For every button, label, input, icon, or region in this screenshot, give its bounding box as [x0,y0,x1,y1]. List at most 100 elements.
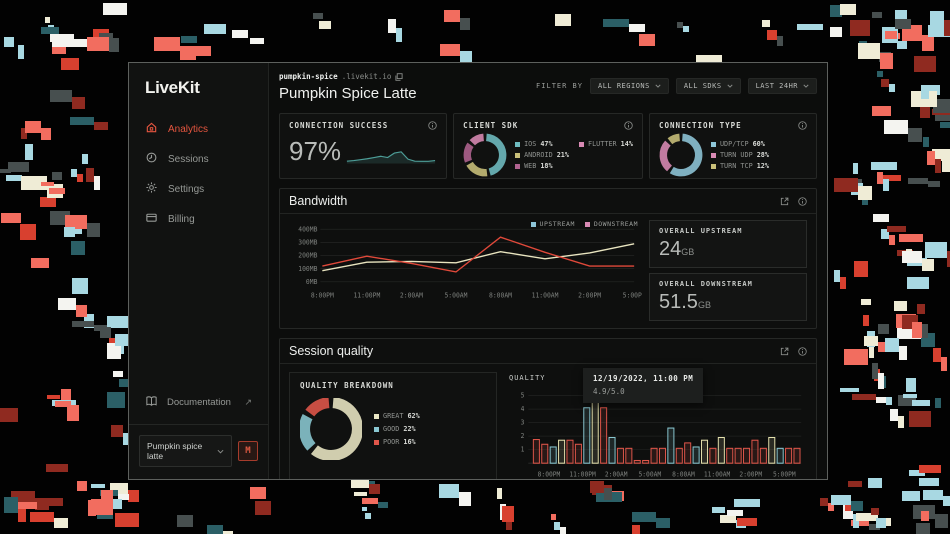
filter-sdks-dropdown[interactable]: ALL SDKS [675,78,741,94]
chevron-down-icon [217,446,224,456]
glitch-block [94,176,100,190]
glitch-block [912,400,930,406]
client-sdk-card: CLIENT SDK IOS 47% ANDROID 21% WEB 18% FLUT… [453,113,643,179]
glitch-block [111,425,123,437]
glitch-block [396,28,402,42]
glitch-block [91,484,106,489]
glitch-block [50,90,72,102]
chart-tooltip: 12/19/2022, 11:00 PM 4.9/5.0 [583,368,704,403]
glitch-block [712,507,725,513]
glitch-block [444,10,460,22]
glitch-block [868,478,882,488]
info-icon[interactable] [798,121,807,130]
glitch-block [177,515,193,527]
glitch-block [734,499,760,507]
sidebar-item-settings[interactable]: Settings [129,174,268,204]
info-icon[interactable] [798,196,807,206]
glitch-block [762,20,770,27]
glitch-block [923,137,930,147]
glitch-block [899,234,923,242]
info-icon[interactable] [624,121,633,130]
sidebar-item-billing[interactable]: Billing [129,204,268,234]
sidebar-bottom: Documentation ↗ Pumpkin spice latte M [129,387,268,479]
unit-label: GB [697,300,711,310]
glitch-block [154,37,180,51]
glitch-block [107,316,131,328]
glitch-block [797,24,823,30]
glitch-block [378,502,388,508]
expand-icon[interactable] [780,197,789,206]
glitch-block [113,371,123,377]
glitch-block [919,465,941,473]
glitch-block [840,4,856,16]
glitch-block [388,19,396,33]
svg-text:5: 5 [521,391,525,399]
filter-timerange-dropdown[interactable]: LAST 24HR [747,78,817,94]
glitch-block [944,20,950,36]
documentation-link[interactable]: Documentation ↗ [129,387,268,418]
user-avatar[interactable]: M [238,441,258,461]
glitch-block [928,181,940,187]
glitch-block [45,17,50,23]
glitch-block [933,348,941,362]
glitch-block [908,178,928,184]
svg-text:100MB: 100MB [298,265,317,273]
card-title: CONNECTION SUCCESS [289,121,389,130]
glitch-block [365,513,371,519]
glitch-block [440,44,460,56]
glitch-block [889,235,895,245]
glitch-block [921,85,929,99]
glitch-block [767,30,777,40]
glitch-block [4,37,14,47]
connection-success-sparkline[interactable] [345,139,437,167]
livekit-logo: LiveKit [145,78,200,97]
glitch-block [861,299,871,305]
info-icon[interactable] [798,346,807,356]
glitch-block [629,24,645,32]
svg-text:2:00AM: 2:00AM [400,291,423,299]
breadcrumb: pumpkin-spice .livekit.io [279,72,417,81]
sidebar-item-sessions[interactable]: Sessions [129,144,268,174]
bandwidth-line-chart[interactable]: 0MB 100MB 200MB 300MB 400MB 8:00PM 11:00PM 2:00… [289,223,642,307]
svg-text:5:00AM: 5:00AM [638,471,661,479]
glitch-block [947,251,950,267]
project-selector[interactable]: Pumpkin spice latte [139,435,232,467]
glitch-block [86,168,94,182]
glitch-block [720,515,736,523]
glitch-block [71,241,85,255]
sidebar-item-analytics[interactable]: Analytics [129,114,268,144]
glitch-block [935,514,949,528]
session-quality-chart-area: QUALITY 12/19/2022, 11:00 PM 4.9/5.0 1 2 3… [507,368,807,479]
quality-breakdown-legend: GREAT 62% GOOD 22% POOR 16% [374,410,420,449]
glitch-block [497,488,502,500]
glitch-block [899,346,908,360]
expand-icon[interactable] [780,347,789,356]
quality-breakdown-donut-chart[interactable] [300,398,362,460]
quality-breakdown-title: QUALITY BREAKDOWN [300,381,394,390]
glitch-block [94,122,109,130]
session-quality-bar-chart[interactable]: 1 2 3 4 5 8:00PM 11:00PM 2:00AM 5:00AM 8:00AM 11:0… [507,380,807,479]
glitch-block [502,506,514,522]
bandwidth-section: Bandwidth UPSTREAM DOWNSTR [279,188,817,329]
glitch-block [828,503,834,511]
glitch-block [362,507,367,512]
glitch-block [922,259,934,271]
client-sdk-donut-chart[interactable] [463,133,507,177]
glitch-block [848,481,862,487]
glitch-block [869,347,874,359]
glitch-block [30,512,54,522]
client-sdk-legend: IOS 47% ANDROID 21% WEB 18% FLUTTER 14% [515,139,633,172]
topbar: pumpkin-spice .livekit.io Pumpkin Spice L… [269,63,827,102]
legend-item: GOOD 22% [374,423,420,436]
filter-regions-dropdown[interactable]: ALL REGIONS [589,78,669,94]
glitch-block [858,186,873,200]
connection-type-donut-chart[interactable] [659,133,703,177]
info-icon[interactable] [428,121,437,130]
glitch-block [831,495,851,505]
copy-icon[interactable] [395,72,403,81]
glitch-block [460,51,472,63]
glitch-block [250,487,266,499]
glitch-block [890,409,898,421]
glitch-block [677,22,683,28]
sessions-icon [145,151,158,167]
